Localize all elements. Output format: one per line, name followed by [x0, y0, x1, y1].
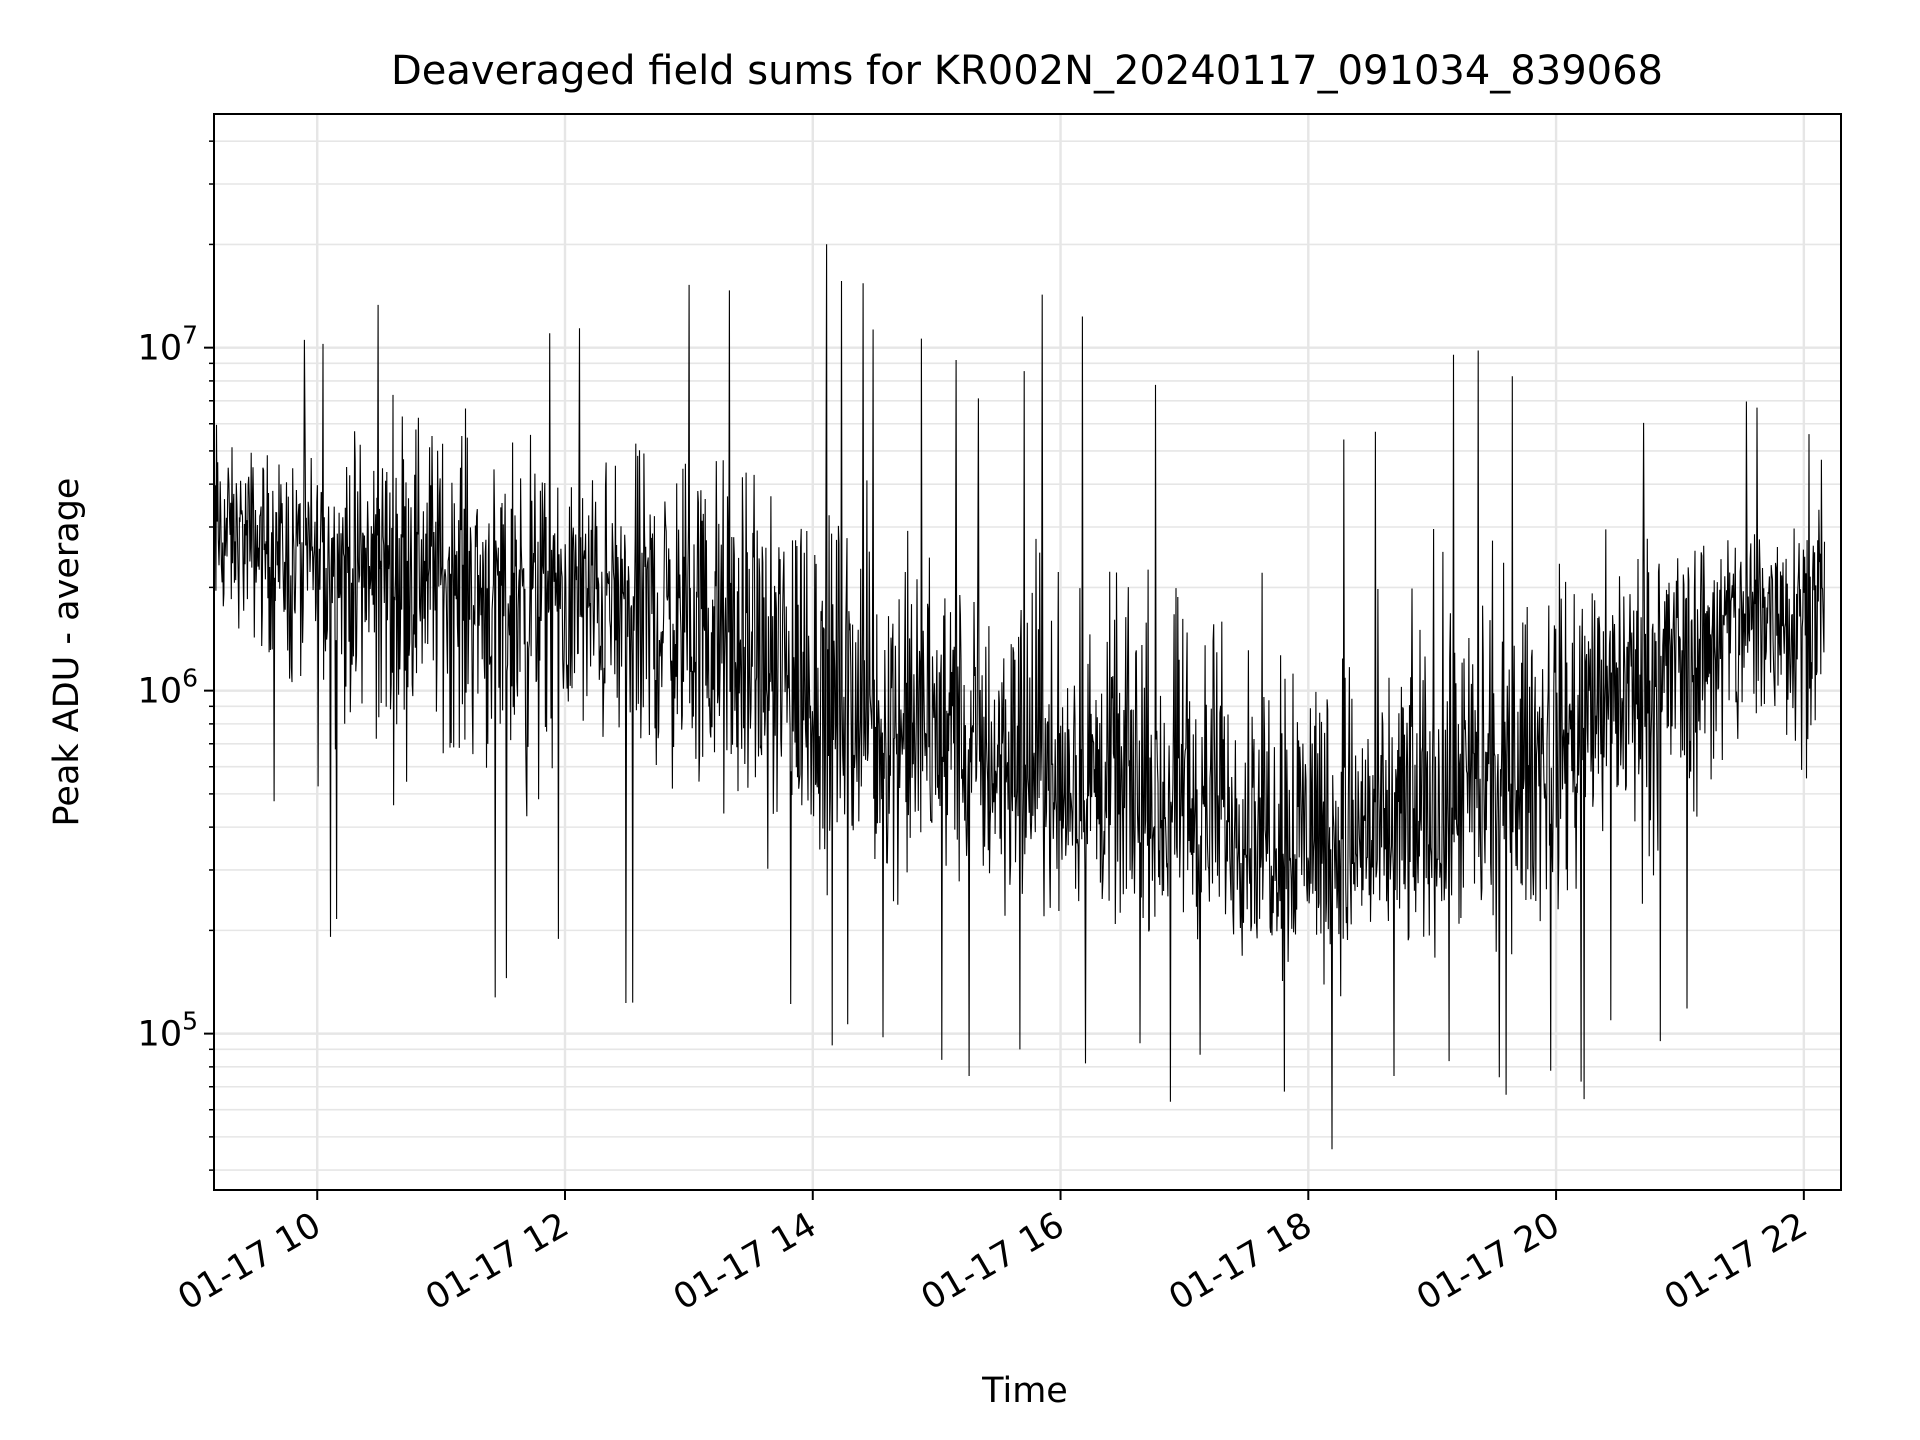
- y-tick-label: 106: [138, 664, 198, 712]
- y-tick-label-exponent: 6: [182, 664, 198, 693]
- series-group: [213, 244, 1826, 1150]
- y-axis-label: Peak ADU - average: [47, 478, 87, 827]
- y-tick-label-exponent: 5: [182, 1007, 198, 1036]
- y-tick-label-exponent: 7: [182, 321, 198, 350]
- chart-title: Deaveraged field sums for KR002N_2024011…: [391, 48, 1663, 94]
- series-line: [213, 244, 1826, 1150]
- y-tick-label: 107: [138, 321, 198, 369]
- plot-frame: [213, 113, 1842, 1191]
- x-axis-label: Time: [981, 1371, 1068, 1411]
- y-tick-label: 105: [138, 1007, 198, 1055]
- y-tick-label-base: 10: [138, 1015, 183, 1055]
- y-tick-label-base: 10: [138, 329, 183, 369]
- y-tick-label-base: 10: [138, 672, 183, 712]
